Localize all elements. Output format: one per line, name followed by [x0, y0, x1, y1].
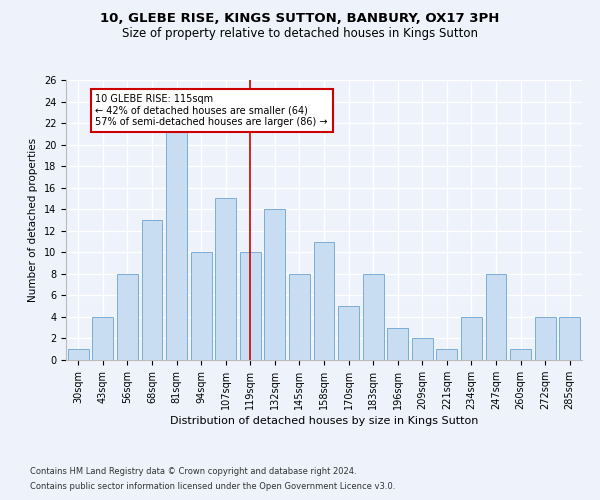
Text: 10, GLEBE RISE, KINGS SUTTON, BANBURY, OX17 3PH: 10, GLEBE RISE, KINGS SUTTON, BANBURY, O…: [100, 12, 500, 26]
Y-axis label: Number of detached properties: Number of detached properties: [28, 138, 38, 302]
Bar: [485, 274, 506, 360]
Bar: [461, 317, 482, 360]
Bar: [265, 209, 286, 360]
Text: Size of property relative to detached houses in Kings Sutton: Size of property relative to detached ho…: [122, 28, 478, 40]
Bar: [240, 252, 261, 360]
Bar: [166, 123, 187, 360]
Bar: [314, 242, 334, 360]
Bar: [68, 349, 89, 360]
Bar: [191, 252, 212, 360]
Text: 10 GLEBE RISE: 115sqm
← 42% of detached houses are smaller (64)
57% of semi-deta: 10 GLEBE RISE: 115sqm ← 42% of detached …: [95, 94, 328, 127]
Text: Contains public sector information licensed under the Open Government Licence v3: Contains public sector information licen…: [30, 482, 395, 491]
Bar: [289, 274, 310, 360]
Bar: [338, 306, 359, 360]
Bar: [535, 317, 556, 360]
Bar: [436, 349, 457, 360]
Bar: [510, 349, 531, 360]
Bar: [387, 328, 408, 360]
Bar: [142, 220, 163, 360]
X-axis label: Distribution of detached houses by size in Kings Sutton: Distribution of detached houses by size …: [170, 416, 478, 426]
Bar: [215, 198, 236, 360]
Bar: [92, 317, 113, 360]
Bar: [362, 274, 383, 360]
Text: Contains HM Land Registry data © Crown copyright and database right 2024.: Contains HM Land Registry data © Crown c…: [30, 467, 356, 476]
Bar: [559, 317, 580, 360]
Bar: [412, 338, 433, 360]
Bar: [117, 274, 138, 360]
